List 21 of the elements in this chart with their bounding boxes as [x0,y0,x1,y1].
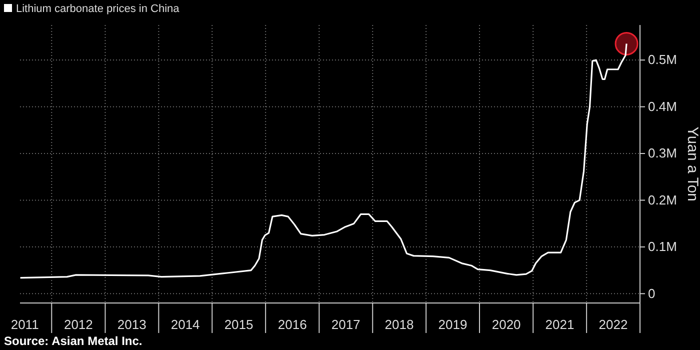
y-tick-label: 0 [648,286,656,301]
legend-label: Lithium carbonate prices in China [16,3,180,15]
y-tick-label: 0.3M [648,146,677,161]
y-tick-label: 0.4M [648,98,677,114]
y-tick-label: 0.1M [648,239,677,254]
x-tick-label: 2012 [64,316,93,332]
y-tick-label: 0.5M [648,52,677,68]
x-tick-label: 2015 [224,316,254,332]
x-tick-label: 2020 [492,316,521,332]
x-tick-label: 2016 [278,316,307,332]
x-tick-label: 2022 [598,316,628,332]
x-tick-label: 2018 [384,316,414,332]
x-tick-label: 2017 [331,316,360,332]
x-tick-label: 2021 [545,316,574,332]
x-tick-label: 2019 [438,316,468,332]
source-note: Source: Asian Metal Inc. [4,334,142,348]
x-tick-label: 2013 [117,316,146,332]
x-tick-label: 2011 [10,316,39,332]
x-tick-label: 2014 [170,316,200,332]
y-tick-label: 0.2M [648,192,677,208]
y-axis-title: Yuan a Ton [684,126,700,202]
